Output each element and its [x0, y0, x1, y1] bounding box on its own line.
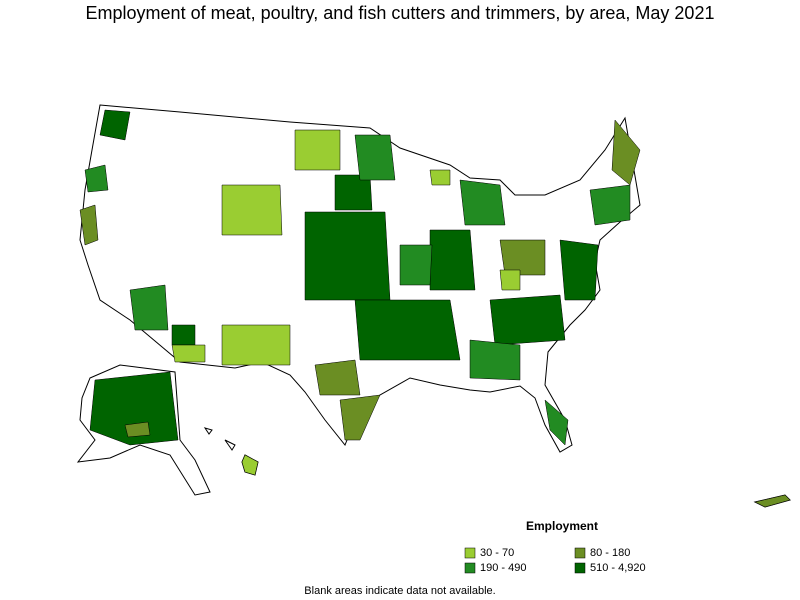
map-area — [611, 119, 641, 186]
map-area — [294, 129, 341, 171]
legend-label: 80 - 180 — [590, 547, 630, 559]
map-area — [469, 339, 521, 381]
map-area — [499, 239, 546, 276]
map-area — [99, 109, 131, 141]
map-area — [221, 184, 283, 236]
map-area — [489, 294, 566, 346]
map-area — [399, 244, 433, 286]
footnote: Blank areas indicate data not available. — [304, 585, 495, 597]
map-area — [354, 134, 396, 181]
map-area — [221, 324, 291, 366]
legend-label: 190 - 490 — [480, 562, 526, 574]
map-area — [241, 454, 259, 476]
legend-swatch — [574, 562, 586, 574]
map-area — [124, 421, 151, 438]
map-area — [499, 269, 521, 291]
map-area — [171, 344, 206, 363]
legend-swatch — [574, 547, 586, 559]
map-title: Employment of meat, poultry, and fish cu… — [86, 3, 715, 23]
map-area — [334, 174, 373, 211]
map-area — [559, 239, 599, 301]
map-area — [354, 299, 461, 361]
map-area — [589, 184, 631, 226]
map-area — [304, 211, 391, 301]
legend-title: Employment — [526, 519, 598, 533]
map-area — [339, 394, 381, 441]
legend-label: 30 - 70 — [480, 547, 514, 559]
map — [76, 104, 791, 508]
map-area — [459, 179, 506, 226]
map-area — [129, 284, 169, 331]
map-area — [544, 399, 569, 446]
legend: Employment 30 - 70 80 - 180 190 - 490 510 -… — [464, 519, 646, 574]
legend-label: 510 - 4,920 — [590, 562, 646, 574]
map-area — [89, 371, 179, 446]
map-area — [429, 229, 476, 291]
legend-swatch — [464, 547, 476, 559]
map-area — [79, 204, 99, 246]
map-area — [84, 164, 109, 193]
map-area — [171, 324, 196, 346]
legend-swatch — [464, 562, 476, 574]
map-area — [314, 359, 361, 396]
map-area — [429, 169, 451, 186]
map-area — [754, 494, 791, 508]
